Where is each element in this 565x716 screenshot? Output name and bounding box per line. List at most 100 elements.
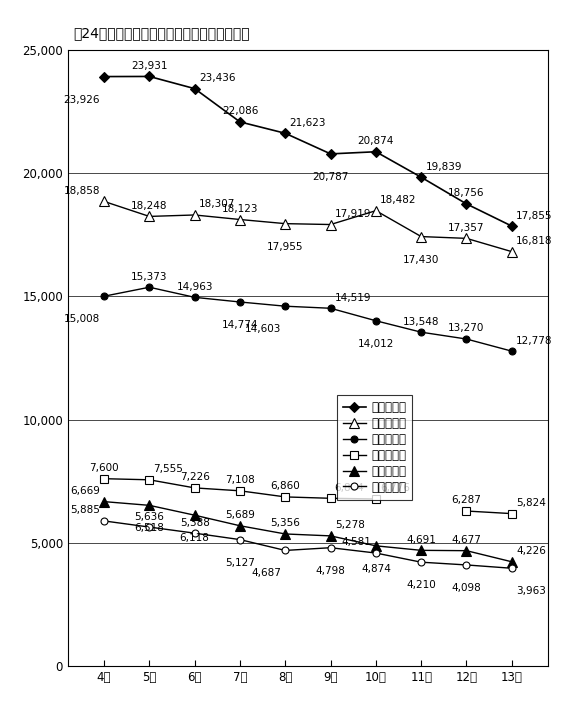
都城北諸県 — [418, 328, 424, 337]
Text: 6,518: 6,518 — [134, 523, 164, 533]
小林西諸県 — [101, 517, 107, 526]
Text: 4,798: 4,798 — [316, 566, 346, 576]
Text: 23,436: 23,436 — [199, 73, 236, 83]
小林西諸県 — [463, 561, 470, 569]
Text: 14,774: 14,774 — [221, 320, 258, 330]
Text: 19,839: 19,839 — [425, 162, 462, 172]
Text: 4,691: 4,691 — [406, 535, 436, 545]
Text: 16,818: 16,818 — [516, 236, 553, 246]
Text: 4,687: 4,687 — [251, 569, 281, 579]
Text: 5,278: 5,278 — [334, 521, 364, 531]
日南・串間 — [418, 546, 424, 555]
県　北　部 — [327, 150, 334, 158]
宮崎東諸県 — [192, 211, 198, 219]
Text: 17,955: 17,955 — [267, 242, 303, 252]
宮崎東諸県 — [463, 234, 470, 243]
日南・串間 — [282, 530, 289, 538]
Text: 14,603: 14,603 — [245, 324, 281, 334]
Text: 17,430: 17,430 — [403, 255, 440, 265]
西都・児湯 — [372, 495, 379, 503]
日南・串間 — [508, 558, 515, 566]
Text: 5,636: 5,636 — [134, 511, 164, 521]
Text: 3,963: 3,963 — [516, 586, 546, 596]
Text: 14,963: 14,963 — [176, 282, 213, 292]
Line: 西都・児湯: 西都・児湯 — [100, 475, 380, 503]
宮崎東諸県 — [146, 212, 153, 221]
県　北　部 — [372, 147, 379, 156]
宮崎東諸県 — [372, 206, 379, 215]
Text: 13,270: 13,270 — [448, 324, 485, 334]
宮崎東諸県 — [282, 219, 289, 228]
Legend: 県　北　部, 宮崎東諸県, 都城北諸県, 西都・児湯, 日南・串間, 小林西諸県: 県 北 部, 宮崎東諸県, 都城北諸県, 西都・児湯, 日南・串間, 小林西諸県 — [337, 395, 412, 500]
Text: 6,804: 6,804 — [334, 483, 364, 493]
都城北諸県 — [101, 292, 107, 301]
Text: 4,581: 4,581 — [342, 538, 372, 548]
日南・串間 — [237, 521, 244, 530]
県　北　部 — [237, 117, 244, 126]
Text: 6,860: 6,860 — [271, 481, 300, 491]
Text: 5,356: 5,356 — [270, 518, 300, 528]
Text: 22,086: 22,086 — [222, 107, 258, 116]
Text: 18,756: 18,756 — [448, 188, 485, 198]
西都・児湯 — [146, 475, 153, 484]
Line: 小林西諸県: 小林西諸県 — [101, 518, 515, 572]
県　北　部 — [282, 129, 289, 137]
Text: 6,669: 6,669 — [70, 486, 100, 496]
Text: 5,388: 5,388 — [180, 518, 210, 528]
Text: 23,926: 23,926 — [63, 95, 100, 105]
西都・児湯 — [327, 494, 334, 503]
Text: 21,623: 21,623 — [289, 117, 326, 127]
Text: 14,012: 14,012 — [358, 339, 394, 349]
県　北　部 — [146, 72, 153, 81]
西都・児湯 — [101, 475, 107, 483]
都城北諸県 — [146, 283, 153, 291]
Text: 7,108: 7,108 — [225, 475, 255, 485]
県　北　部 — [508, 222, 515, 231]
小林西諸県 — [327, 543, 334, 552]
都城北諸県 — [327, 304, 334, 313]
宮崎東諸県 — [101, 197, 107, 205]
Text: 5,127: 5,127 — [225, 558, 255, 568]
日南・串間 — [192, 511, 198, 520]
Text: 15,008: 15,008 — [64, 314, 100, 324]
日南・串間 — [327, 531, 334, 540]
都城北諸県 — [282, 302, 289, 311]
日南・串間 — [146, 501, 153, 510]
Line: 日南・串間: 日南・串間 — [99, 497, 516, 566]
小林西諸県 — [146, 523, 153, 531]
Text: 5,824: 5,824 — [516, 498, 546, 508]
Text: 図24　広域市町村別の年次別従業者数（人）: 図24 広域市町村別の年次別従業者数（人） — [73, 26, 250, 41]
日南・串間 — [372, 541, 379, 550]
小林西諸県 — [418, 558, 424, 566]
Text: 12,778: 12,778 — [516, 336, 553, 346]
Text: 5,885: 5,885 — [70, 505, 100, 516]
Text: 4,226: 4,226 — [516, 546, 546, 556]
Text: 6,287: 6,287 — [451, 495, 481, 505]
Text: 14,519: 14,519 — [334, 293, 371, 303]
Text: 7,600: 7,600 — [89, 463, 119, 473]
宮崎東諸県 — [237, 216, 244, 224]
県　北　部 — [101, 72, 107, 81]
Text: 13,548: 13,548 — [403, 316, 440, 326]
Text: 5,689: 5,689 — [225, 511, 255, 521]
Text: 7,555: 7,555 — [154, 464, 184, 474]
小林西諸県 — [192, 529, 198, 538]
Text: 4,098: 4,098 — [451, 583, 481, 593]
宮崎東諸県 — [327, 221, 334, 229]
宮崎東諸県 — [418, 232, 424, 241]
Text: 18,858: 18,858 — [63, 186, 100, 196]
県　北　部 — [463, 200, 470, 208]
Text: 4,677: 4,677 — [451, 535, 481, 545]
Text: 7,226: 7,226 — [180, 473, 210, 483]
県　北　部 — [418, 173, 424, 182]
Text: 18,307: 18,307 — [199, 200, 235, 209]
小林西諸県 — [372, 548, 379, 557]
小林西諸県 — [237, 536, 244, 544]
Text: 18,482: 18,482 — [380, 195, 416, 205]
日南・串間 — [101, 498, 107, 506]
Text: 17,919: 17,919 — [334, 209, 371, 219]
Text: 17,357: 17,357 — [448, 223, 485, 233]
Text: 4,210: 4,210 — [406, 580, 436, 590]
Text: 17,855: 17,855 — [516, 211, 553, 221]
Line: 県　北　部: 県 北 部 — [101, 73, 515, 230]
